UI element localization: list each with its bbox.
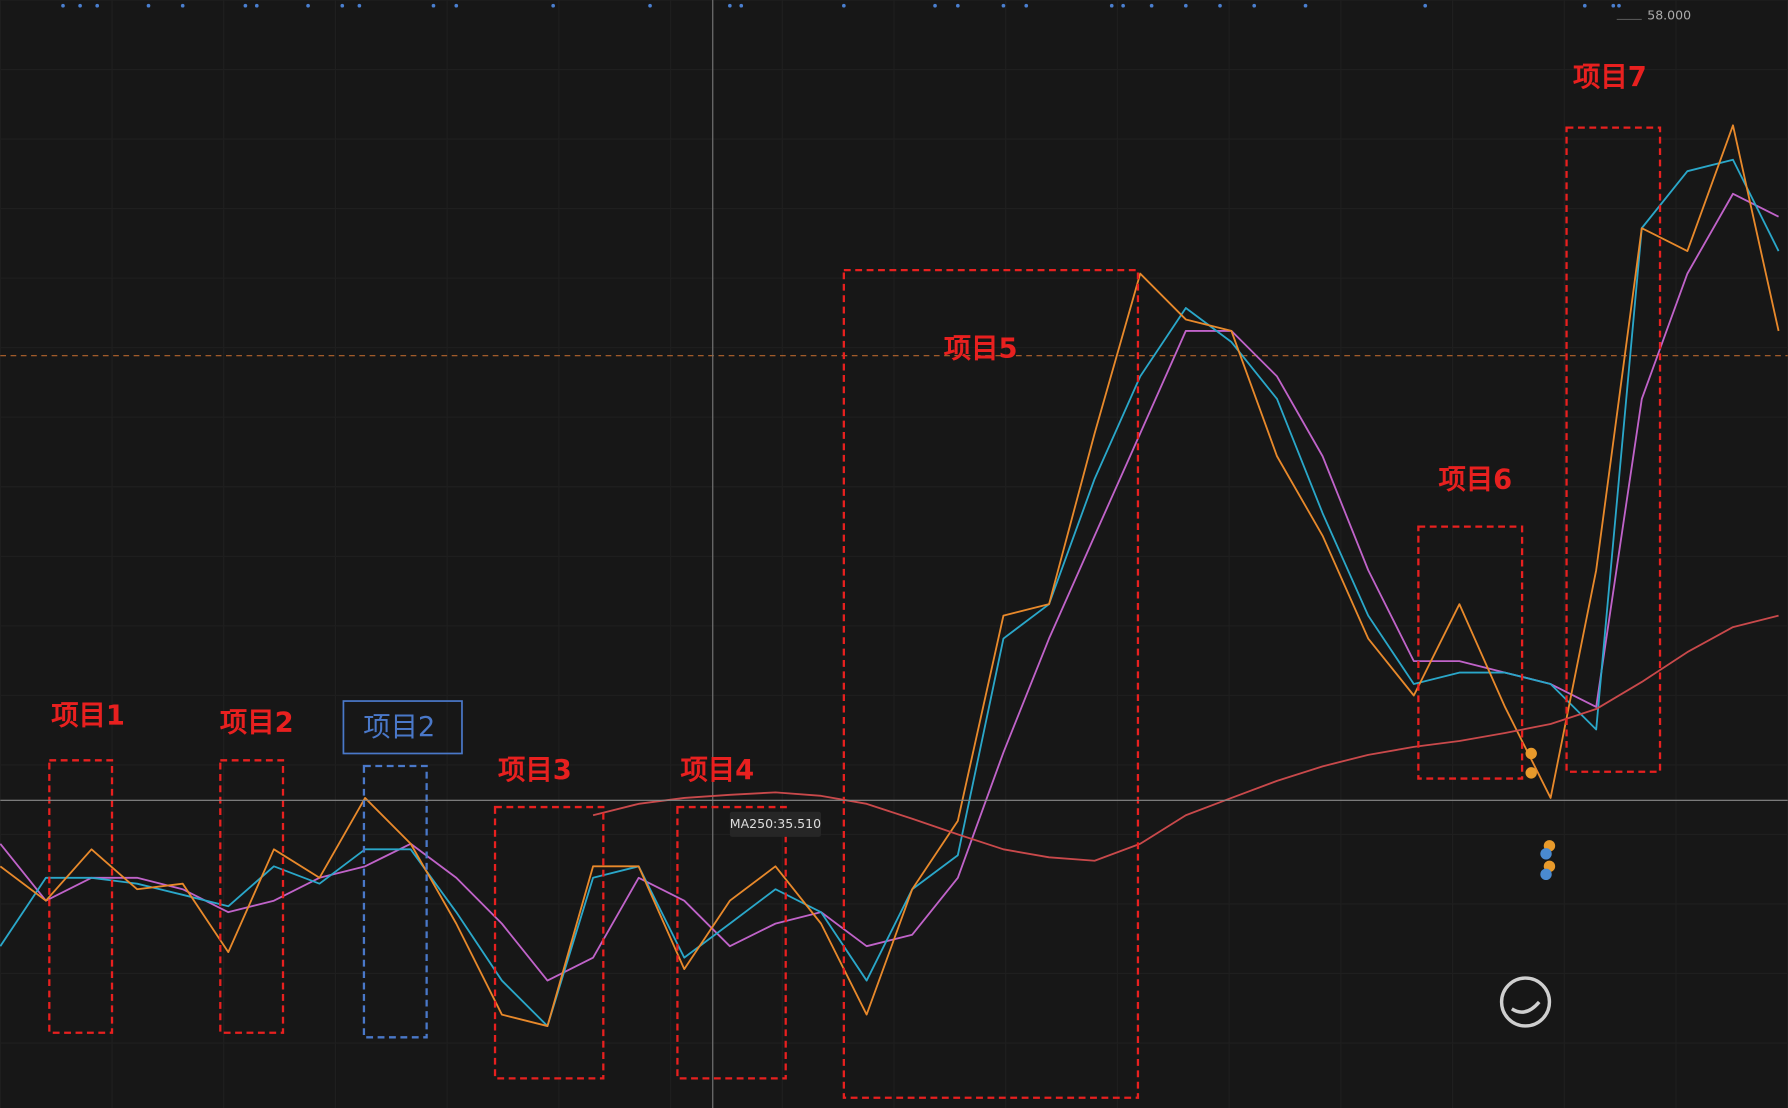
watermark-logo — [1499, 976, 1552, 1028]
event-dot — [95, 3, 100, 8]
event-dot — [1149, 3, 1154, 8]
event-dot — [243, 3, 248, 8]
event-dot — [1121, 3, 1125, 8]
event-dot — [1617, 3, 1621, 8]
annotation-label: 项目5 — [944, 333, 1018, 364]
annotation-box — [493, 805, 605, 1080]
event-dot — [1109, 3, 1114, 8]
crosshair-label: MA250:35.510 — [730, 816, 821, 831]
annotation-frame — [342, 700, 463, 755]
event-dot — [842, 3, 846, 8]
annotation-box — [842, 269, 1140, 1099]
y-tick-label: 58.000 — [1647, 8, 1691, 23]
event-dot — [431, 3, 436, 8]
event-dot — [1024, 3, 1029, 8]
event-dot — [78, 3, 82, 8]
event-dot — [1582, 3, 1587, 8]
event-dot — [739, 3, 744, 8]
event-dot — [180, 3, 185, 8]
annotation-box — [219, 759, 285, 1034]
annotation-label: 项目7 — [1573, 62, 1647, 93]
event-dot — [1218, 3, 1222, 8]
annotation-label: 项目2 — [220, 707, 294, 738]
event-dot — [454, 3, 459, 8]
lines — [0, 124, 1780, 1027]
event-dot — [1252, 3, 1257, 8]
annotation-box — [676, 805, 787, 1080]
crosshair-label-bg — [729, 811, 822, 837]
event-dot — [1611, 3, 1616, 8]
event-dot — [648, 3, 652, 8]
annotation-label: 项目2 — [363, 712, 435, 743]
event-dot — [357, 3, 362, 8]
annotation-box — [1417, 525, 1524, 780]
event-dot — [1183, 3, 1188, 8]
event-dot — [306, 3, 310, 8]
annotation-label: 项目4 — [680, 755, 754, 786]
ma-line — [0, 124, 1780, 1027]
annotation-label: 项目3 — [498, 755, 572, 786]
event-dot — [1001, 3, 1006, 8]
event-dot — [956, 3, 960, 8]
watermark — [1499, 976, 1552, 1028]
ma-line — [0, 192, 1779, 982]
event-dot — [340, 3, 345, 8]
trade-marker — [1525, 747, 1537, 760]
trade-marker — [1540, 848, 1552, 860]
annotation-label: 项目1 — [51, 701, 125, 732]
annotation-box — [1565, 126, 1662, 773]
event-dot — [728, 3, 732, 8]
annotation-box — [48, 759, 114, 1034]
event-dot — [1423, 3, 1428, 8]
trade-marker — [1540, 868, 1552, 881]
event-dot — [254, 3, 259, 8]
annotation-label: 项目6 — [1438, 465, 1512, 496]
watermark-logo-mark — [1510, 1000, 1541, 1014]
ma-line — [0, 158, 1780, 1027]
ma-line — [592, 614, 1779, 862]
event-dot — [933, 3, 937, 8]
event-dot — [61, 3, 65, 8]
event-dot — [1303, 3, 1308, 8]
event-dot — [146, 3, 151, 8]
event-dot — [551, 3, 555, 8]
trade-marker — [1525, 767, 1537, 779]
annotation-box — [362, 764, 428, 1039]
annotation-boxes: 项目1 项目2 项目2 项目3 项目4 项目5 项目6 项目7 — [48, 62, 1662, 1099]
